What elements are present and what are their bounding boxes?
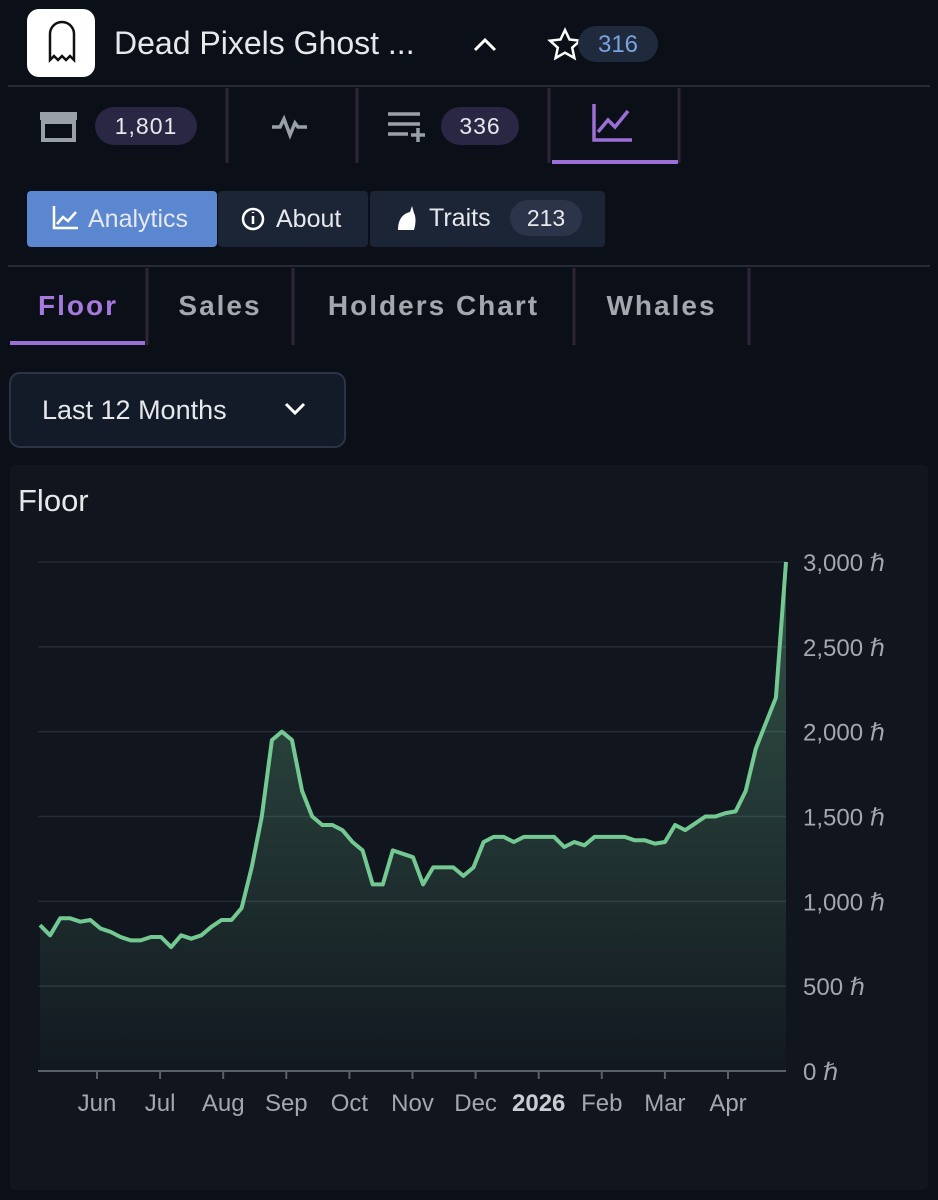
subtabs: Floor Sales Holders Chart Whales (10, 268, 751, 345)
store-icon[interactable] (40, 112, 77, 120)
x-tick-label: Jul (145, 1090, 176, 1117)
toolbar: 1,801 336 (40, 88, 681, 164)
floor-line (38, 561, 788, 950)
y-tick-label: 1,500 ℏ (803, 805, 885, 832)
traits-count: 213 (527, 205, 565, 231)
favorites-count: 316 (598, 31, 638, 58)
analytics-label: Analytics (88, 205, 188, 233)
offers-count: 336 (459, 113, 500, 139)
range-dropdown[interactable] (9, 372, 346, 448)
about-label: About (276, 205, 341, 233)
collection-title: Dead Pixels Ghost ... (114, 25, 415, 61)
area-fill (40, 562, 786, 1071)
count-pill (441, 107, 519, 145)
about-button[interactable] (218, 191, 368, 247)
x-tick-label: Aug (202, 1090, 245, 1117)
playlist-icon[interactable] (388, 112, 425, 142)
x-tick-label: 2026 (512, 1090, 565, 1117)
x-tick-label: Nov (391, 1090, 434, 1117)
x-tick-label: Sep (265, 1090, 308, 1117)
x-tick-label: Jun (78, 1090, 117, 1117)
chart: 0 ℏ 500 ℏ 1,000 ℏ 1,500 ℏ 2,000 ℏ 2,500 ℏ 3,00… (38, 550, 885, 1117)
y-tick-label: 500 ℏ (803, 974, 865, 1001)
chart-panel (10, 465, 928, 1190)
x-tick-label: Dec (454, 1090, 497, 1117)
y-tick-label: 3,000 ℏ (803, 550, 885, 577)
subtab-label[interactable]: Sales (178, 290, 261, 321)
y-tick-label: 2,500 ℏ (803, 635, 885, 662)
analytics-button[interactable] (27, 191, 217, 247)
x-tick-label: Mar (644, 1090, 685, 1117)
active-tab-underline (552, 160, 678, 164)
info-icon (241, 207, 265, 231)
y-tick-label: 2,000 ℏ (803, 720, 885, 747)
subtab-label[interactable]: Whales (606, 290, 716, 321)
x-tick-label: Oct (331, 1090, 369, 1117)
ghost-icon (48, 20, 76, 64)
count-pill (95, 107, 197, 145)
subtab-label[interactable]: Floor (38, 290, 118, 321)
chart-icon[interactable] (592, 104, 632, 142)
store-icon-body (41, 120, 76, 142)
active-subtab-underline (10, 341, 145, 345)
activity-icon[interactable] (272, 114, 307, 140)
star-icon[interactable] (547, 27, 583, 61)
x-tick-label: Apr (709, 1090, 746, 1117)
chart-title: Floor (18, 483, 89, 518)
x-tick-label: Feb (581, 1090, 622, 1117)
listed-count: 1,801 (115, 113, 178, 139)
traits-pill (510, 200, 582, 236)
traits-label: Traits (429, 204, 491, 232)
collection-icon[interactable] (27, 9, 95, 77)
collapse-icon[interactable] (473, 37, 497, 52)
y-tick-label: 1,000 ℏ (803, 889, 885, 916)
subtab-label[interactable]: Holders Chart (328, 290, 539, 321)
y-tick-label: 0 ℏ (803, 1059, 838, 1086)
favorites-pill (578, 26, 658, 62)
range-label: Last 12 Months (42, 395, 227, 425)
traits-icon (398, 206, 416, 230)
analytics-icon (52, 206, 78, 230)
dropdown-caret (284, 402, 306, 416)
